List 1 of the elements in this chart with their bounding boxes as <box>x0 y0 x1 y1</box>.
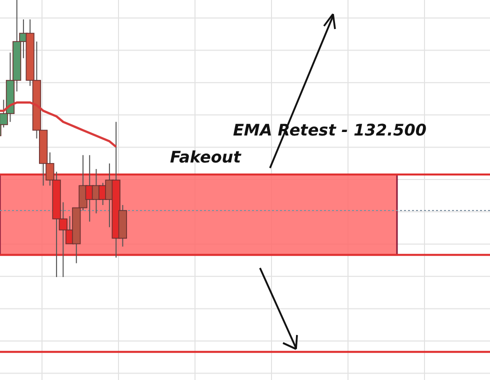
text: Fakeout <box>170 147 242 166</box>
